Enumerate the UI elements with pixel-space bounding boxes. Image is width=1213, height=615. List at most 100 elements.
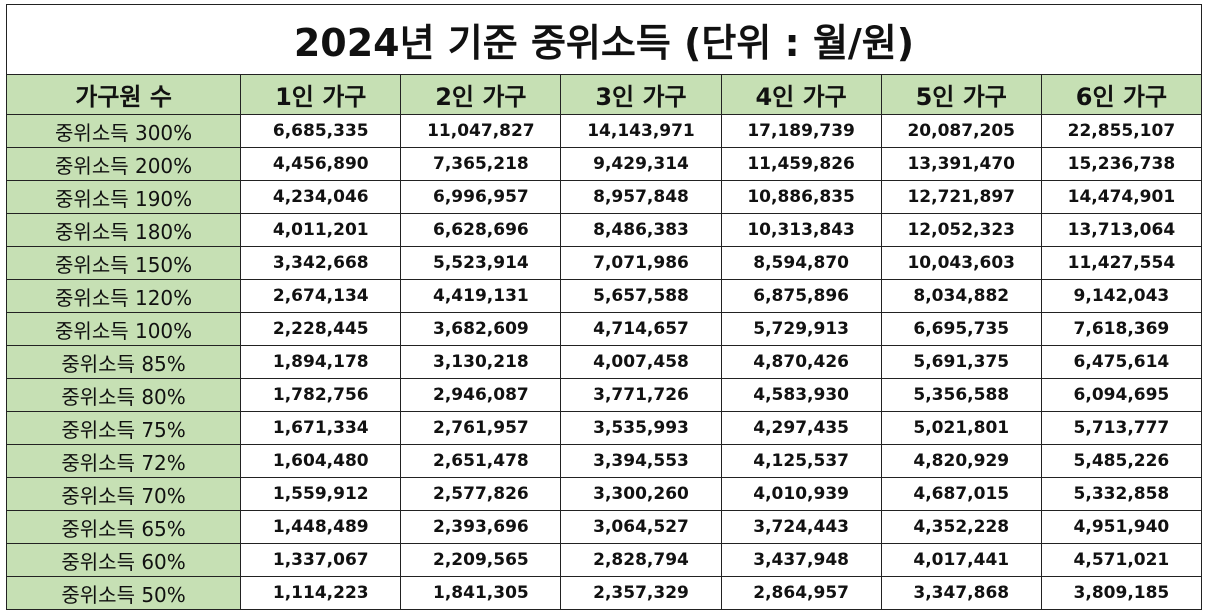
income-cell: 7,071,986	[560, 246, 722, 280]
income-cell: 2,393,696	[400, 510, 562, 544]
income-cell: 1,841,305	[400, 576, 562, 610]
row-label: 중위소득 85%	[5, 345, 242, 379]
income-cell: 10,313,843	[720, 213, 882, 247]
income-cell: 22,855,107	[1040, 114, 1203, 148]
income-cell: 4,583,930	[720, 378, 882, 412]
table-row: 중위소득 80% 1,782,756 2,946,087 3,771,726 4,583…	[5, 378, 1203, 412]
income-cell: 4,297,435	[720, 411, 882, 445]
table-row: 중위소득 150% 3,342,668 5,523,914 7,071,986 8,59…	[5, 246, 1203, 280]
income-cell: 5,332,858	[1040, 477, 1203, 511]
income-cell: 13,713,064	[1040, 213, 1203, 247]
income-cell: 11,459,826	[720, 147, 882, 181]
income-cell: 2,864,957	[720, 576, 882, 610]
column-header: 6인 가구	[1040, 74, 1203, 115]
income-cell: 9,429,314	[560, 147, 722, 181]
income-cell: 2,357,329	[560, 576, 722, 610]
income-cell: 6,996,957	[400, 180, 562, 214]
column-header: 가구원 수	[5, 74, 242, 115]
income-cell: 4,571,021	[1040, 543, 1203, 577]
income-cell: 1,671,334	[240, 411, 402, 445]
income-cell: 6,695,735	[880, 312, 1042, 346]
row-label: 중위소득 300%	[5, 114, 242, 148]
income-cell: 4,820,929	[880, 444, 1042, 478]
income-cell: 3,771,726	[560, 378, 722, 412]
income-cell: 10,886,835	[720, 180, 882, 214]
income-cell: 4,010,939	[720, 477, 882, 511]
income-cell: 1,604,480	[240, 444, 402, 478]
column-header: 3인 가구	[560, 74, 722, 115]
income-cell: 1,559,912	[240, 477, 402, 511]
income-cell: 7,618,369	[1040, 312, 1203, 346]
income-cell: 4,951,940	[1040, 510, 1203, 544]
income-cell: 13,391,470	[880, 147, 1042, 181]
income-cell: 2,209,565	[400, 543, 562, 577]
income-cell: 6,628,696	[400, 213, 562, 247]
table-row: 중위소득 50% 1,114,223 1,841,305 2,357,329 2,864…	[5, 576, 1203, 610]
table-row: 중위소득 70% 1,559,912 2,577,826 3,300,260 4,010…	[5, 477, 1203, 511]
row-label: 중위소득 150%	[5, 246, 242, 280]
income-cell: 11,047,827	[400, 114, 562, 148]
column-header: 5인 가구	[880, 74, 1042, 115]
income-cell: 12,721,897	[880, 180, 1042, 214]
row-label: 중위소득 200%	[5, 147, 242, 181]
table-row: 중위소득 75% 1,671,334 2,761,957 3,535,993 4,297…	[5, 411, 1203, 445]
income-cell: 11,427,554	[1040, 246, 1203, 280]
table-row: 중위소득 60% 1,337,067 2,209,565 2,828,794 3,437…	[5, 543, 1203, 577]
income-cell: 3,342,668	[240, 246, 402, 280]
table-row: 중위소득 100% 2,228,445 3,682,609 4,714,657 5,72…	[5, 312, 1203, 346]
income-cell: 2,228,445	[240, 312, 402, 346]
row-label: 중위소득 120%	[5, 279, 242, 313]
income-cell: 8,034,882	[880, 279, 1042, 313]
income-cell: 4,011,201	[240, 213, 402, 247]
income-cell: 15,236,738	[1040, 147, 1203, 181]
column-header: 1인 가구	[240, 74, 402, 115]
income-cell: 1,894,178	[240, 345, 402, 379]
row-label: 중위소득 80%	[5, 378, 242, 412]
row-label: 중위소득 190%	[5, 180, 242, 214]
income-cell: 1,782,756	[240, 378, 402, 412]
income-cell: 4,007,458	[560, 345, 722, 379]
table-row: 중위소득 72% 1,604,480 2,651,478 3,394,553 4,125…	[5, 444, 1203, 478]
row-label: 중위소득 65%	[5, 510, 242, 544]
income-cell: 10,043,603	[880, 246, 1042, 280]
income-cell: 6,475,614	[1040, 345, 1203, 379]
income-cell: 5,657,588	[560, 279, 722, 313]
table-row: 중위소득 300% 6,685,335 11,047,827 14,143,971 17…	[5, 114, 1203, 148]
income-cell: 4,419,131	[400, 279, 562, 313]
table-row: 중위소득 200% 4,456,890 7,365,218 9,429,314 11,4…	[5, 147, 1203, 181]
income-cell: 2,946,087	[400, 378, 562, 412]
row-label: 중위소득 72%	[5, 444, 242, 478]
table-row: 중위소득 65% 1,448,489 2,393,696 3,064,527 3,724…	[5, 510, 1203, 544]
income-cell: 17,189,739	[720, 114, 882, 148]
page-title: 2024년 기준 중위소득 (단위 : 월/원)	[6, 4, 1202, 74]
income-cell: 4,125,537	[720, 444, 882, 478]
income-cell: 3,682,609	[400, 312, 562, 346]
income-cell: 3,394,553	[560, 444, 722, 478]
income-cell: 5,691,375	[880, 345, 1042, 379]
income-cell: 3,809,185	[1040, 576, 1203, 610]
income-cell: 1,337,067	[240, 543, 402, 577]
income-cell: 3,130,218	[400, 345, 562, 379]
income-cell: 3,535,993	[560, 411, 722, 445]
income-cell: 2,761,957	[400, 411, 562, 445]
income-cell: 3,347,868	[880, 576, 1042, 610]
income-cell: 4,870,426	[720, 345, 882, 379]
income-cell: 4,017,441	[880, 543, 1042, 577]
income-cell: 14,474,901	[1040, 180, 1203, 214]
row-label: 중위소득 100%	[5, 312, 242, 346]
income-cell: 4,234,046	[240, 180, 402, 214]
median-income-table: 가구원 수 1인 가구 2인 가구 3인 가구 4인 가구 5인 가구 6인 가…	[5, 74, 1203, 610]
row-label: 중위소득 70%	[5, 477, 242, 511]
table-body: 중위소득 300% 6,685,335 11,047,827 14,143,971 17…	[5, 114, 1203, 610]
income-cell: 2,674,134	[240, 279, 402, 313]
income-cell: 7,365,218	[400, 147, 562, 181]
income-cell: 5,021,801	[880, 411, 1042, 445]
income-cell: 9,142,043	[1040, 279, 1203, 313]
table-row: 중위소득 120% 2,674,134 4,419,131 5,657,588 6,87…	[5, 279, 1203, 313]
income-table-container: 2024년 기준 중위소득 (단위 : 월/원) 가구원 수 1인 가구 2인 …	[5, 4, 1203, 610]
income-cell: 4,352,228	[880, 510, 1042, 544]
row-label: 중위소득 75%	[5, 411, 242, 445]
income-cell: 5,713,777	[1040, 411, 1203, 445]
income-cell: 5,485,226	[1040, 444, 1203, 478]
table-row: 중위소득 190% 4,234,046 6,996,957 8,957,848 10,8…	[5, 180, 1203, 214]
